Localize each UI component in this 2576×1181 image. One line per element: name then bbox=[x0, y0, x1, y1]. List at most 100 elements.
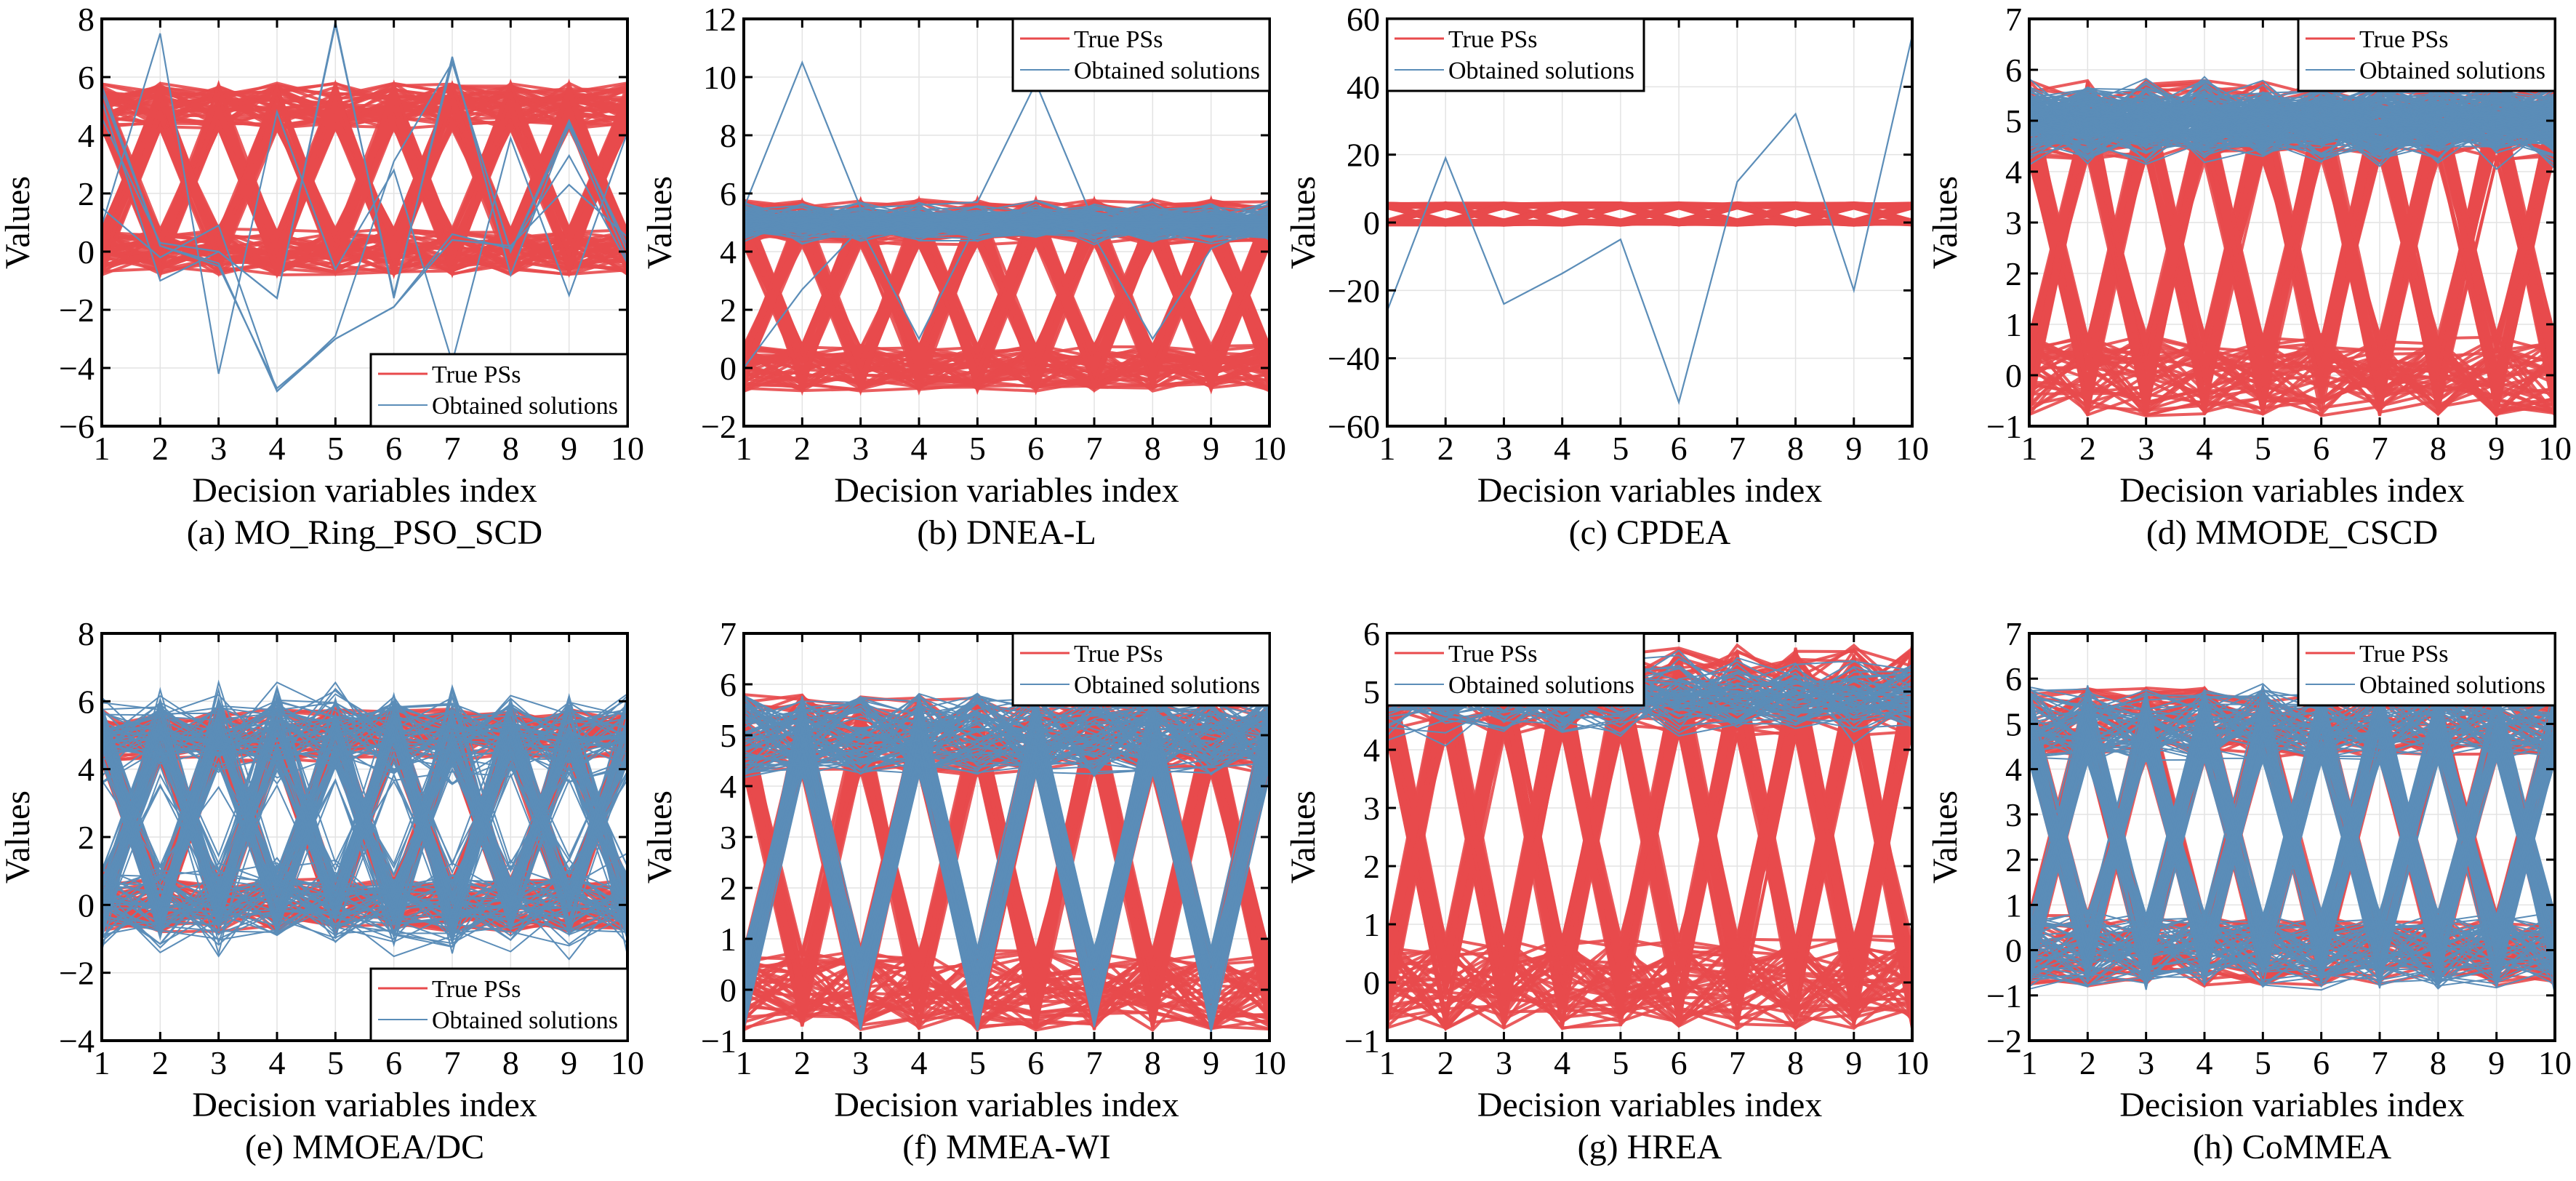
x-tick-label: 7 bbox=[2372, 1044, 2388, 1081]
x-tick-label: 2 bbox=[2079, 430, 2096, 467]
subplot-caption: (e) MMOEA/DC bbox=[245, 1128, 484, 1166]
true-ps-line bbox=[102, 81, 627, 129]
x-tick-label: 3 bbox=[852, 1044, 869, 1081]
true-ps-line bbox=[102, 82, 627, 119]
obtained-solution-line bbox=[1387, 674, 1912, 732]
obtained-solution-line bbox=[102, 875, 627, 921]
axes-frame bbox=[742, 17, 1271, 428]
true-ps-line bbox=[1387, 937, 1912, 1024]
true-ps-line bbox=[102, 80, 627, 273]
obtained-solution-line bbox=[744, 702, 1269, 772]
x-tick-label: 3 bbox=[2138, 430, 2154, 467]
obtained-solution-line bbox=[102, 704, 627, 777]
x-tick-label: 4 bbox=[911, 430, 928, 467]
x-tick-label: 10 bbox=[1253, 430, 1286, 467]
x-tick-label: 6 bbox=[2313, 1044, 2330, 1081]
obtained-solution-line bbox=[2029, 936, 2555, 988]
legend: True PSs Obtained solutions bbox=[1011, 632, 1271, 707]
x-tick-label: 9 bbox=[2488, 430, 2505, 467]
legend-label-obtained: Obtained solutions bbox=[1074, 57, 1260, 84]
legend-box bbox=[369, 967, 629, 1042]
obtained-solution-line bbox=[2029, 916, 2555, 983]
obtained-solution-line bbox=[2029, 913, 2555, 988]
y-axis-label: Values bbox=[0, 176, 37, 269]
y-tick-label: −2 bbox=[59, 955, 95, 992]
obtained-solution-line bbox=[2029, 702, 2555, 755]
legend-box bbox=[369, 353, 629, 428]
obtained-solution-line bbox=[744, 710, 1269, 1017]
y-axis-label: Values bbox=[1284, 790, 1323, 884]
x-tick-label: 3 bbox=[2138, 1044, 2154, 1081]
obtained-solution-line bbox=[102, 24, 627, 300]
true-ps-line bbox=[744, 952, 1269, 1030]
obtained-solution-line bbox=[744, 203, 1269, 231]
obtained-solutions-series bbox=[2029, 683, 2555, 994]
obtained-solution-line bbox=[2029, 695, 2555, 759]
legend-label-true-ps: True PSs bbox=[432, 361, 521, 388]
subplot-caption: (b) DNEA-L bbox=[917, 513, 1096, 552]
x-tick-label: 8 bbox=[1144, 430, 1161, 467]
legend: True PSs Obtained solutions bbox=[369, 967, 629, 1042]
true-ps-line bbox=[102, 231, 627, 276]
obtained-solution-line bbox=[1387, 678, 1912, 728]
y-tick-label: −4 bbox=[59, 1022, 95, 1060]
legend-label-obtained: Obtained solutions bbox=[432, 1007, 618, 1034]
x-tick-label: 5 bbox=[327, 430, 344, 467]
x-tick-label: 9 bbox=[561, 430, 577, 467]
x-tick-label: 1 bbox=[2021, 1044, 2038, 1081]
obtained-solution-line bbox=[744, 697, 1269, 758]
x-tick-label: 2 bbox=[152, 430, 169, 467]
y-tick-label: 3 bbox=[1363, 790, 1380, 827]
y-tick-label: 5 bbox=[2005, 103, 2022, 140]
legend-label-true-ps: True PSs bbox=[1448, 26, 1538, 53]
true-ps-line bbox=[2029, 343, 2555, 417]
y-tick-label: 1 bbox=[720, 921, 737, 958]
obtained-solution-line bbox=[102, 689, 627, 783]
obtained-solution-line bbox=[2029, 85, 2555, 153]
obtained-solution-line bbox=[2029, 689, 2555, 758]
axes-frame bbox=[2028, 632, 2556, 1042]
x-tick-label: 9 bbox=[1203, 430, 1219, 467]
y-tick-label: 3 bbox=[2005, 204, 2022, 241]
true-ps-line bbox=[1387, 218, 1912, 226]
x-tick-label: 10 bbox=[1895, 1044, 1929, 1081]
legend-box bbox=[1011, 17, 1271, 92]
subplot-f: 1 2 3 4 5 6 7 8 9 10 −1 0 1 2 3 4 5 6 7 Decision variables … bbox=[641, 615, 1286, 1166]
obtained-solution-line bbox=[102, 707, 627, 947]
subplot-caption: (d) MMODE_CSCD bbox=[2146, 513, 2438, 552]
y-tick-label: 8 bbox=[720, 117, 737, 154]
y-tick-label: 0 bbox=[720, 972, 737, 1009]
x-tick-label: 8 bbox=[2430, 1044, 2447, 1081]
legend: True PSs Obtained solutions bbox=[369, 353, 629, 428]
legend-label-obtained: Obtained solutions bbox=[1448, 672, 1634, 699]
obtained-solution-line bbox=[2029, 83, 2555, 145]
x-axis-label: Decision variables index bbox=[192, 471, 537, 510]
x-tick-label: 5 bbox=[2255, 430, 2271, 467]
obtained-solution-line bbox=[2029, 692, 2555, 750]
x-tick-label: 8 bbox=[2430, 430, 2447, 467]
plot-area bbox=[1387, 36, 1912, 406]
y-tick-label: 5 bbox=[2005, 705, 2022, 742]
legend-box bbox=[1011, 632, 1271, 707]
x-tick-label: 5 bbox=[327, 1044, 344, 1081]
subplot-caption: (g) HREA bbox=[1578, 1128, 1722, 1166]
x-tick-label: 7 bbox=[1086, 1044, 1103, 1081]
obtained-solution-line bbox=[1387, 660, 1912, 734]
obtained-solution-line bbox=[102, 880, 627, 930]
y-tick-label: 1 bbox=[2005, 886, 2022, 924]
true-ps-line bbox=[102, 84, 627, 129]
y-tick-label: 3 bbox=[2005, 796, 2022, 833]
plot-area bbox=[744, 60, 1269, 396]
true-ps-line bbox=[2029, 343, 2555, 397]
subplot-h: 1 2 3 4 5 6 7 8 9 10 −2 −1 0 1 2 3 4 5 6 7 Decision variable… bbox=[1926, 615, 2572, 1166]
obtained-solution-line bbox=[102, 60, 627, 393]
x-tick-label: 10 bbox=[611, 1044, 644, 1081]
obtained-solution-line bbox=[1387, 668, 1912, 737]
x-tick-label: 5 bbox=[2255, 1044, 2271, 1081]
axes-frame bbox=[100, 17, 629, 428]
obtained-solution-line bbox=[102, 708, 627, 761]
obtained-solution-line bbox=[2029, 93, 2555, 142]
y-tick-label: 4 bbox=[2005, 751, 2022, 788]
obtained-solution-line bbox=[1387, 657, 1912, 747]
obtained-solution-line bbox=[102, 869, 627, 936]
